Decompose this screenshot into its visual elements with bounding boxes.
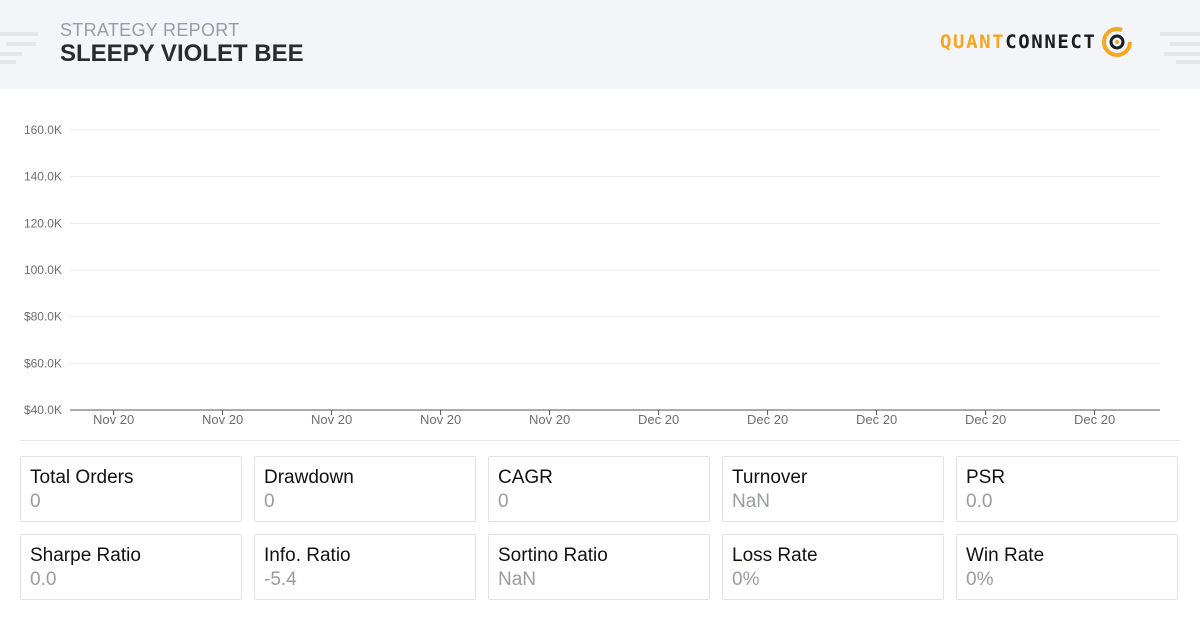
logo-text-quant: QUANT — [940, 31, 1006, 53]
stat-label: Drawdown — [264, 467, 354, 488]
report-subtitle: STRATEGY REPORT — [60, 20, 240, 40]
stat-card-info-ratio: Info. Ratio -5.4 — [254, 534, 476, 600]
quantconnect-logo-icon — [1102, 27, 1133, 57]
y-tick-label: 160.0K — [24, 123, 62, 137]
y-tick-label: $80.0K — [24, 310, 62, 324]
stat-value: NaN — [732, 491, 771, 512]
x-tick-label: Nov 20 — [93, 412, 134, 427]
y-tick-label: 100.0K — [24, 263, 62, 277]
stat-value: 0.0 — [966, 491, 993, 512]
y-tick-label: $40.0K — [24, 403, 62, 417]
x-tick-label: Dec 20 — [965, 412, 1006, 427]
stat-label: Turnover — [732, 467, 808, 488]
stat-label: Info. Ratio — [264, 545, 351, 566]
stat-label: Sharpe Ratio — [30, 545, 141, 566]
stat-card-win-rate: Win Rate 0% — [956, 534, 1178, 600]
y-tick-label: 140.0K — [24, 170, 62, 184]
y-tick-label: 120.0K — [24, 216, 62, 230]
logo-text-connect: CONNECT — [1005, 31, 1097, 53]
x-tick-label: Dec 20 — [1074, 412, 1115, 427]
stat-label: CAGR — [498, 467, 553, 488]
stat-value: NaN — [498, 569, 537, 590]
x-tick-label: Dec 20 — [638, 412, 679, 427]
stat-label: PSR — [966, 467, 1006, 488]
stat-value: 0% — [966, 569, 994, 590]
decorative-lines-left — [0, 32, 38, 64]
x-tick-label: Nov 20 — [202, 412, 243, 427]
stat-value: 0.0 — [30, 569, 57, 590]
chart-divider — [20, 440, 1180, 441]
x-tick-label: Nov 20 — [311, 412, 352, 427]
stat-value: 0% — [732, 569, 760, 590]
stat-card-psr: PSR 0.0 — [956, 456, 1178, 522]
stat-label: Loss Rate — [732, 545, 818, 566]
stat-label: Total Orders — [30, 467, 134, 488]
strategy-name: SLEEPY VIOLET BEE — [60, 40, 304, 67]
equity-chart: 160.0K 140.0K 120.0K 100.0K $80.0K $60.0K $40.… — [24, 123, 1160, 427]
stat-card-cagr: CAGR 0 — [488, 456, 710, 522]
x-tick-label: Nov 20 — [529, 412, 570, 427]
y-tick-label: $60.0K — [24, 356, 62, 370]
stat-card-sharpe-ratio: Sharpe Ratio 0.0 — [20, 534, 242, 600]
stat-label: Win Rate — [966, 545, 1045, 566]
decorative-lines-right — [1160, 32, 1200, 64]
stat-card-total-orders: Total Orders 0 — [20, 456, 242, 522]
stat-card-loss-rate: Loss Rate 0% — [722, 534, 944, 600]
stat-card-turnover: Turnover NaN — [722, 456, 944, 522]
stat-card-sortino-ratio: Sortino Ratio NaN — [488, 534, 710, 600]
stat-value: 0 — [498, 491, 509, 512]
x-tick-label: Dec 20 — [856, 412, 897, 427]
stat-value: 0 — [30, 491, 41, 512]
stat-value: -5.4 — [264, 569, 297, 590]
x-tick-label: Nov 20 — [420, 412, 461, 427]
report-header: STRATEGY REPORT SLEEPY VIOLET BEE QUANT … — [0, 0, 1200, 89]
quantconnect-logo: QUANT CONNECT — [940, 24, 1134, 60]
stat-card-drawdown: Drawdown 0 — [254, 456, 476, 522]
stat-label: Sortino Ratio — [498, 545, 608, 566]
x-tick-label: Dec 20 — [747, 412, 788, 427]
stat-value: 0 — [264, 491, 275, 512]
